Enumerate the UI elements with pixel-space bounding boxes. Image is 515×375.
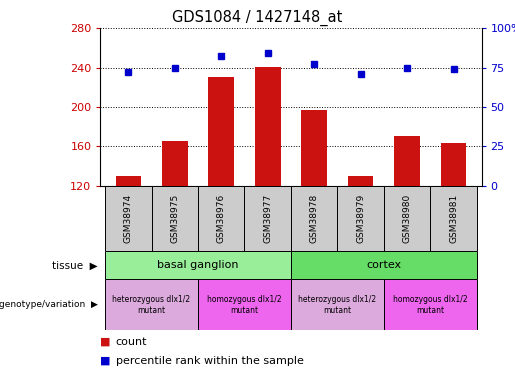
Bar	[394, 136, 420, 186]
Bar	[105, 186, 151, 251]
Text: GSM38979: GSM38979	[356, 194, 365, 243]
Text: homozygous dlx1/2
mutant: homozygous dlx1/2 mutant	[393, 295, 468, 315]
Text: GSM38977: GSM38977	[263, 194, 272, 243]
Text: homozygous dlx1/2
mutant: homozygous dlx1/2 mutant	[207, 295, 282, 315]
Text: basal ganglion: basal ganglion	[157, 260, 239, 270]
Bar	[384, 279, 477, 330]
Text: GSM38976: GSM38976	[217, 194, 226, 243]
Text: count: count	[116, 336, 147, 346]
Text: percentile rank within the sample: percentile rank within the sample	[116, 356, 304, 366]
Text: heterozygous dlx1/2
mutant: heterozygous dlx1/2 mutant	[112, 295, 191, 315]
Bar	[441, 143, 467, 186]
Bar	[105, 279, 198, 330]
Text: GSM38974: GSM38974	[124, 194, 133, 243]
Bar	[337, 186, 384, 251]
Bar	[245, 186, 291, 251]
Text: tissue  ▶: tissue ▶	[52, 260, 98, 270]
Bar	[105, 251, 291, 279]
Bar	[255, 66, 281, 186]
Text: GSM38981: GSM38981	[449, 194, 458, 243]
Bar	[431, 186, 477, 251]
Text: ■: ■	[100, 336, 111, 346]
Text: heterozygous dlx1/2
mutant: heterozygous dlx1/2 mutant	[298, 295, 376, 315]
Bar	[348, 176, 373, 186]
Bar	[151, 186, 198, 251]
Bar	[291, 279, 384, 330]
Bar	[384, 186, 431, 251]
Text: genotype/variation  ▶: genotype/variation ▶	[0, 300, 98, 309]
Text: GSM38978: GSM38978	[310, 194, 319, 243]
Bar	[291, 251, 477, 279]
Text: ■: ■	[100, 356, 111, 366]
Bar	[301, 110, 327, 186]
Text: cortex: cortex	[366, 260, 402, 270]
Text: GDS1084 / 1427148_at: GDS1084 / 1427148_at	[173, 9, 342, 26]
Bar	[198, 279, 291, 330]
Bar	[291, 186, 337, 251]
Text: GSM38980: GSM38980	[403, 194, 411, 243]
Bar	[162, 141, 187, 186]
Text: GSM38975: GSM38975	[170, 194, 179, 243]
Bar	[209, 77, 234, 186]
Bar	[115, 176, 141, 186]
Bar	[198, 186, 245, 251]
